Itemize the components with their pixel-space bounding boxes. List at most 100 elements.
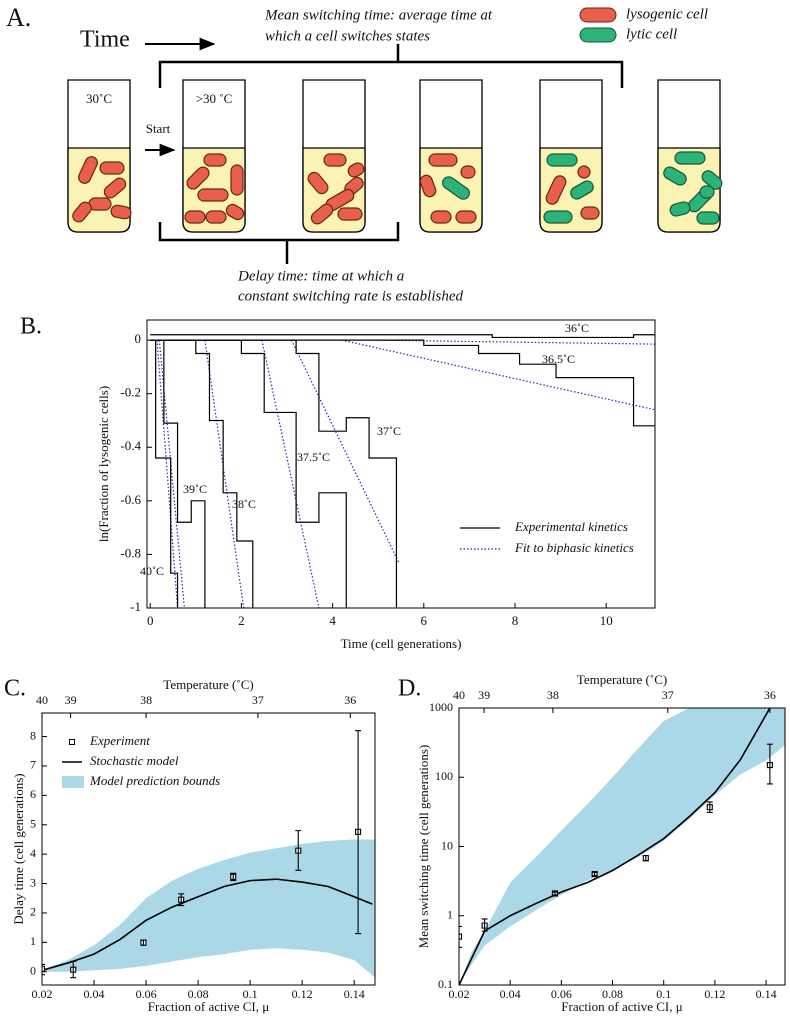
legend-text: Model prediction bounds: [89, 773, 220, 788]
y-tick-label: 0: [135, 331, 142, 346]
legend-text: lytic cell: [626, 26, 677, 42]
legend-text: lysogenic cell: [626, 6, 708, 22]
x-tick-label: 0.04: [500, 987, 521, 1001]
x-tick-label: 0.1: [243, 987, 258, 1001]
cell: [430, 210, 452, 224]
legend-text: Stochastic model: [90, 753, 179, 768]
x-tick-label: 0.14: [344, 987, 365, 1001]
y-tick-label: 0.1: [438, 977, 453, 991]
cell: [442, 176, 470, 200]
cell: [545, 175, 567, 205]
cell: [88, 197, 112, 211]
cell: [577, 165, 591, 179]
y-tick-label: -1: [130, 599, 141, 614]
cell: [310, 203, 334, 225]
x2-tick-label: 38: [140, 693, 152, 707]
cell: [110, 204, 132, 220]
x-tick-label: 0.08: [602, 987, 623, 1001]
y-tick-label: 1: [447, 908, 453, 922]
y-tick-label: 100: [435, 769, 453, 783]
experiment-point: [178, 893, 185, 907]
y-tick-label: -0.4: [120, 438, 141, 453]
experiment-point: [295, 830, 302, 871]
experiment-point: [140, 939, 147, 946]
cell: [696, 211, 720, 225]
x-tick-label: 8: [512, 613, 519, 628]
curve-label: 36˚C: [565, 321, 589, 335]
cell: [455, 210, 477, 224]
y-tick-label: 3: [30, 875, 36, 889]
x2-tick-label: 39: [65, 693, 77, 707]
fit-line: [158, 340, 185, 608]
delay-text: Delay time: time at which a: [237, 268, 404, 284]
cell: [570, 180, 594, 200]
cell: [460, 165, 476, 179]
cell: [225, 203, 245, 221]
cell: [184, 210, 206, 224]
y-tick-label: -0.6: [120, 492, 141, 507]
x-tick-label: 2: [238, 613, 245, 628]
y-tick-label: 4: [30, 846, 36, 860]
experiment-point: [42, 963, 46, 976]
temperature-text: 30˚C: [86, 91, 112, 106]
cell: [99, 161, 125, 175]
kinetics-step: [150, 339, 254, 608]
x-tick-label: 10: [600, 613, 613, 628]
x2-tick-label: 40: [453, 688, 465, 702]
x-tick-label: 0.12: [704, 987, 725, 1001]
y-axis-label: Mean switching time (cell generations): [416, 745, 431, 949]
axes-frame: [146, 319, 656, 609]
delay-text: constant switching rate is established: [238, 288, 463, 304]
cell: [543, 210, 573, 224]
experiment-point: [459, 925, 463, 948]
x-tick-label: 0.12: [292, 987, 313, 1001]
temperature-text: >30 ˚C: [196, 91, 233, 106]
cell: [674, 151, 706, 165]
legend-swatch: [62, 776, 84, 788]
x-tick-label: 0.06: [136, 987, 157, 1001]
experiment-point: [642, 855, 649, 862]
curve-label: 37.5˚C: [297, 450, 330, 464]
experiment-point: [766, 743, 773, 785]
cell: [103, 177, 127, 199]
fit-line: [341, 339, 655, 411]
cell: [72, 201, 92, 223]
x2-axis-label: Temperature (˚C): [163, 677, 253, 692]
plot-area: [150, 334, 655, 608]
mean-bracket: [158, 44, 624, 88]
cell: [205, 210, 227, 224]
curve-label: 36.5˚C: [542, 352, 575, 366]
x-tick-label: 0.06: [551, 987, 572, 1001]
x-axis-label: Fraction of active CI, μ: [148, 999, 269, 1014]
legend-lytic-icon: [579, 27, 617, 43]
experiment-point: [355, 730, 362, 935]
experiment-point: [230, 872, 237, 882]
cell: [580, 206, 600, 220]
cell: [203, 153, 227, 167]
model-line: [459, 708, 771, 985]
fit-line: [291, 339, 400, 563]
x-tick-label: 0.02: [32, 987, 53, 1001]
cell: [337, 207, 363, 221]
prediction-band: [459, 708, 785, 985]
y-axis-label: Delay time (cell generations): [11, 773, 26, 924]
x-axis-label: Fraction of active CI, μ: [561, 999, 682, 1014]
cell: [669, 201, 691, 217]
x2-tick-label: 38: [547, 688, 559, 702]
x-axis-label: Time (cell generations): [341, 636, 462, 651]
fit-line: [156, 340, 179, 608]
cell: [701, 170, 723, 190]
curve-label: 38˚C: [232, 497, 256, 511]
curve-label: 40˚C: [140, 564, 164, 578]
mean-switching-text: Mean switching time: average time at: [264, 7, 493, 23]
cell: [347, 162, 365, 178]
fit-line: [204, 340, 245, 608]
kinetics-step: [150, 339, 206, 608]
tubes: [67, 79, 721, 233]
cell: [230, 164, 244, 196]
y-tick-label: 6: [30, 787, 36, 801]
legend-text: Experiment: [89, 733, 150, 748]
kinetics-step: [150, 339, 655, 427]
